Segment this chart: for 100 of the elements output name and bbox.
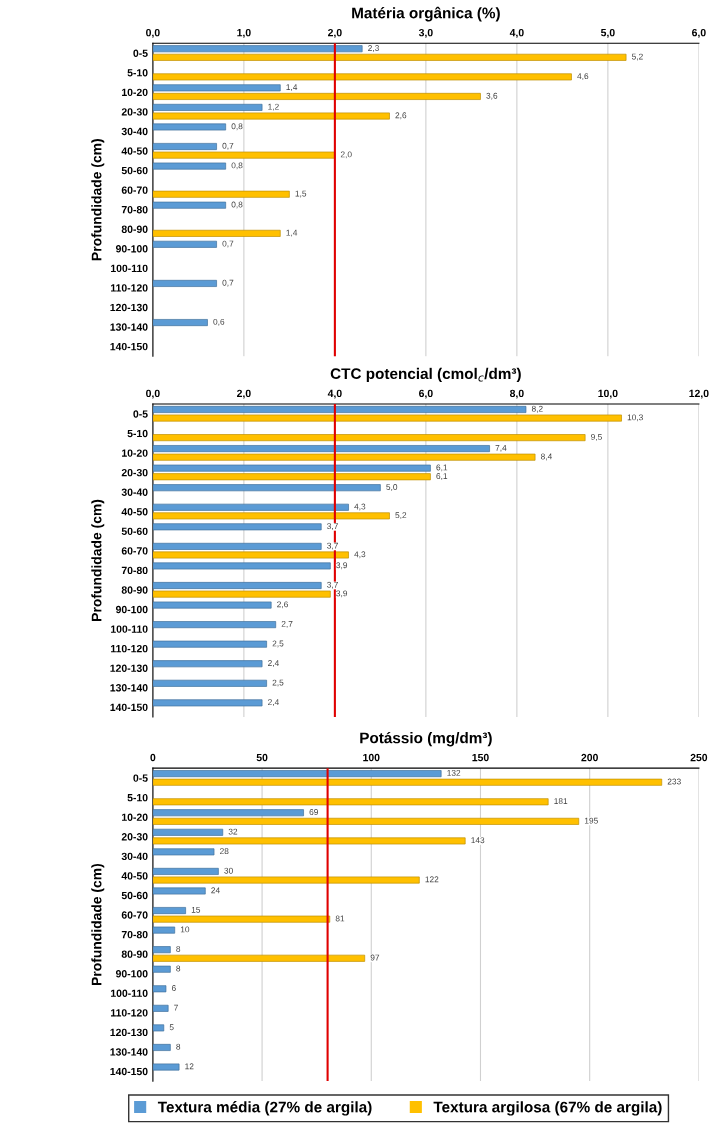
- y-tick-label: 50-60: [121, 166, 148, 175]
- bar: [152, 45, 363, 53]
- x-tick-label: 200: [581, 753, 598, 762]
- x-tick-label: 2,0: [237, 389, 251, 399]
- bar: [152, 876, 420, 884]
- legend-label: Textura argilosa (67% de argila): [433, 1101, 662, 1116]
- bar: [152, 473, 431, 481]
- bar: [152, 112, 390, 120]
- bar: [152, 542, 322, 550]
- y-tick-label: 70-80: [121, 930, 148, 939]
- bar: [152, 512, 390, 520]
- x-tick-label: 0,0: [146, 389, 160, 399]
- data-label: 97: [370, 954, 380, 961]
- y-tick-label: 5-10: [127, 793, 148, 802]
- data-label: 143: [471, 837, 485, 844]
- y-tick-label: 20-30: [121, 833, 148, 841]
- y-tick-label: 60-70: [121, 186, 148, 194]
- bar: [152, 1024, 165, 1032]
- data-label: 32: [228, 828, 238, 835]
- x-tick-label: 50: [256, 753, 268, 762]
- data-label: 8: [176, 946, 181, 952]
- bar: [152, 229, 281, 237]
- legend-label: Textura média (27% de argila): [157, 1101, 372, 1116]
- x-tick-label: 250: [690, 753, 708, 762]
- data-label: 233: [667, 778, 681, 785]
- bar: [152, 887, 206, 895]
- y-tick-label: 20-30: [121, 108, 148, 116]
- data-label: 0,8: [231, 123, 243, 131]
- y-tick-label: 60-70: [121, 547, 148, 555]
- bar: [152, 828, 224, 836]
- x-tick-label: 5,0: [600, 28, 615, 38]
- data-label: 15: [191, 906, 201, 913]
- y-tick-label: 40-50: [121, 147, 148, 155]
- y-tick-label: 5-10: [127, 429, 148, 438]
- data-label: 30: [224, 867, 233, 874]
- y-axis-title: Profundidade (cm): [91, 863, 105, 986]
- y-tick-label: 110-120: [111, 644, 148, 653]
- bar: [152, 582, 322, 589]
- data-label: 3,7: [327, 542, 338, 550]
- data-label: 10,3: [627, 414, 643, 422]
- y-tick-label: 0-5: [133, 774, 148, 782]
- data-label: 5: [169, 1024, 174, 1031]
- y-tick-label: 70-80: [121, 566, 148, 575]
- data-label: 7,4: [495, 445, 507, 452]
- bar: [152, 770, 442, 778]
- data-label: 28: [220, 848, 229, 855]
- bar: [152, 699, 263, 707]
- bar: [152, 817, 580, 825]
- y-tick-label: 0-5: [133, 49, 148, 57]
- bar: [152, 92, 481, 100]
- bar: [152, 1004, 169, 1012]
- bar: [152, 190, 290, 198]
- y-tick-label: 50-60: [121, 891, 148, 900]
- x-tick-label: 3,0: [418, 28, 433, 38]
- data-label: 0,8: [231, 201, 243, 209]
- y-tick-label: 140-150: [110, 703, 148, 712]
- data-label: 10: [180, 926, 190, 933]
- data-label: 0,7: [222, 142, 234, 150]
- y-tick-label: 120-130: [110, 303, 148, 312]
- data-label: 7: [174, 1004, 178, 1011]
- data-label: 81: [335, 915, 345, 922]
- y-axis-title: Profundidade (cm): [91, 139, 105, 261]
- chart-title: Matéria orgânica (%): [352, 6, 500, 22]
- bar: [152, 562, 331, 570]
- y-tick-label: 30-40: [121, 127, 148, 136]
- y-tick-label: 50-60: [121, 527, 148, 535]
- bar: [152, 621, 277, 629]
- data-label: 195: [584, 817, 598, 824]
- data-label: 2,6: [395, 112, 407, 120]
- bar: [152, 162, 227, 170]
- y-tick-label: 100-110: [111, 625, 148, 633]
- data-label: 1,2: [268, 103, 279, 111]
- y-tick-label: 10-20: [122, 88, 148, 97]
- x-tick-label: 12,0: [689, 389, 709, 399]
- data-label: 3,9: [336, 562, 348, 570]
- y-tick-label: 0-5: [133, 410, 148, 418]
- bar: [152, 867, 219, 875]
- bar: [152, 848, 215, 856]
- data-label: 69: [309, 809, 319, 815]
- data-label: 12: [185, 1063, 194, 1070]
- data-label: 0,7: [222, 240, 234, 248]
- data-label: 3,7: [327, 523, 338, 531]
- bar: [152, 151, 336, 159]
- data-label: 2,0: [340, 151, 352, 159]
- bar: [152, 601, 272, 609]
- bar: [152, 965, 171, 973]
- bar: [152, 414, 622, 422]
- data-label: 24: [211, 887, 220, 894]
- data-label: 2,5: [272, 640, 284, 648]
- y-tick-label: 90-100: [115, 245, 148, 253]
- y-tick-label: 30-40: [121, 852, 148, 861]
- y-tick-label: 130-140: [110, 323, 148, 331]
- x-tick-label: 6,0: [419, 389, 433, 399]
- bar: [152, 809, 304, 817]
- bar: [152, 123, 227, 131]
- bar: [152, 679, 267, 687]
- y-tick-label: 110-120: [111, 284, 148, 292]
- data-label: 4,3: [354, 503, 366, 511]
- y-tick-label: 140-150: [110, 342, 148, 351]
- bar: [152, 837, 466, 845]
